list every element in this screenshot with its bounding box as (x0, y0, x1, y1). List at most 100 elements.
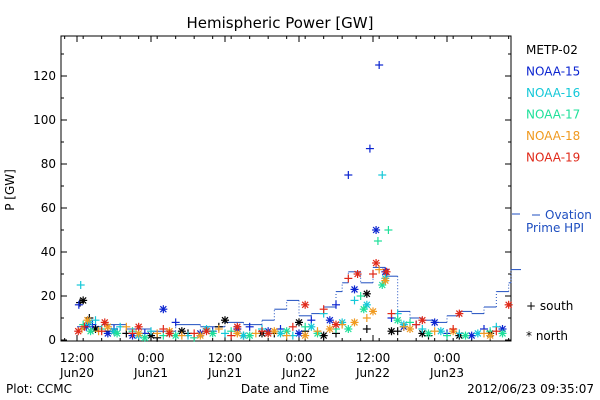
legend-item: METP-02 (526, 43, 578, 57)
symbol-key-item: + south (526, 299, 573, 313)
y-tick-label: 60 (41, 201, 56, 215)
north-point (455, 309, 464, 318)
north-point (387, 327, 396, 336)
x-tick-time: 0:00 (286, 351, 313, 365)
south-point (214, 325, 223, 333)
north-point (83, 316, 92, 325)
north-point (393, 316, 402, 325)
south-point (190, 329, 199, 338)
legend: METP-02 NOAA-15 NOAA-16 NOAA-17 NOAA-18 NOAA-… (512, 43, 592, 343)
south-point (76, 281, 85, 289)
x-tick-date: Jun20 (59, 366, 94, 380)
south-point (378, 171, 387, 179)
north-point (381, 276, 390, 285)
south-point (147, 327, 155, 336)
south-point (171, 318, 180, 327)
legend-item: NOAA-18 (526, 129, 580, 143)
south-point (177, 331, 186, 340)
north-point (301, 331, 310, 340)
north-point (350, 318, 359, 327)
north-point (276, 329, 285, 338)
plot-credit: Plot: CCMC (6, 382, 72, 396)
legend-item: NOAA-17 (526, 108, 580, 122)
south-point (365, 144, 374, 153)
north-point (325, 325, 334, 333)
legend-item: NOAA-19 (526, 151, 580, 165)
south-point (282, 331, 291, 340)
north-point (378, 281, 387, 289)
north-point (134, 322, 143, 331)
x-axis: 12:00Jun200:00Jun2112:00Jun210:00Jun2212… (59, 36, 510, 380)
north-point (103, 329, 112, 338)
north-point (103, 322, 112, 331)
north-point (498, 329, 507, 338)
y-tick-label: 100 (33, 113, 56, 127)
south-point (97, 327, 106, 336)
plot-timestamp: 2012/06/23 09:35:07 (467, 382, 594, 396)
x-tick-time: 12:00 (60, 351, 95, 365)
north-point (233, 322, 242, 331)
x-tick-date: Jun21 (207, 366, 242, 380)
south-point (258, 327, 266, 336)
north-point (74, 327, 83, 336)
south-point (80, 322, 89, 331)
south-point (430, 327, 439, 336)
chart-title: Hemispheric Power [GW] (187, 14, 374, 32)
south-point (375, 265, 384, 274)
north-point (418, 316, 427, 325)
south-point (443, 331, 451, 340)
north-point (295, 318, 303, 327)
south-point (332, 300, 340, 309)
south-point (399, 322, 408, 331)
north-point (504, 300, 513, 309)
south-point (449, 325, 458, 333)
north-point (165, 329, 174, 338)
south-point (492, 327, 501, 336)
south-point (128, 329, 137, 338)
south-point (301, 322, 310, 331)
north-point (359, 305, 368, 314)
north-point (245, 331, 254, 340)
y-tick-label: 120 (33, 69, 56, 83)
north-point (319, 331, 328, 340)
x-axis-label: Date and Time (241, 382, 329, 396)
north-point (202, 327, 211, 336)
x-tick-date: Jun21 (133, 366, 168, 380)
north-point (382, 267, 391, 276)
south-point (455, 329, 464, 338)
y-axis-label: P [GW] (3, 169, 17, 211)
south-point (362, 314, 371, 322)
north-point (486, 331, 495, 340)
north-point (325, 316, 334, 325)
y-axis: 0 20 40 60 80 100 120 (33, 53, 511, 347)
y-tick-label: 80 (41, 157, 56, 171)
south-point (362, 325, 371, 333)
south-point (344, 171, 353, 179)
x-tick-time: 0:00 (138, 351, 165, 365)
south-point (418, 325, 427, 333)
x-tick-date: Jun22 (281, 366, 316, 380)
south-point (227, 331, 236, 340)
north-point (406, 325, 414, 333)
south-point (375, 61, 384, 69)
south-point (373, 237, 382, 245)
south-point (159, 325, 168, 333)
south-point (122, 322, 131, 331)
north-point (208, 329, 217, 338)
legend-item: NOAA-16 (526, 86, 580, 100)
x-tick-date: Jun22 (355, 366, 390, 380)
north-point (140, 333, 149, 342)
south-point (313, 327, 322, 336)
south-point (344, 274, 353, 283)
north-point (159, 305, 168, 314)
south-point (387, 309, 396, 318)
north-point (264, 329, 273, 338)
ovation-legend-label-2: Prime HPI (526, 221, 584, 235)
north-point (100, 318, 109, 327)
plot-frame (60, 35, 512, 342)
north-point (372, 226, 381, 234)
y-tick-label: 40 (41, 245, 56, 259)
legend-item: NOAA-15 (526, 65, 580, 79)
south-point (356, 292, 365, 300)
south-point (251, 329, 260, 338)
